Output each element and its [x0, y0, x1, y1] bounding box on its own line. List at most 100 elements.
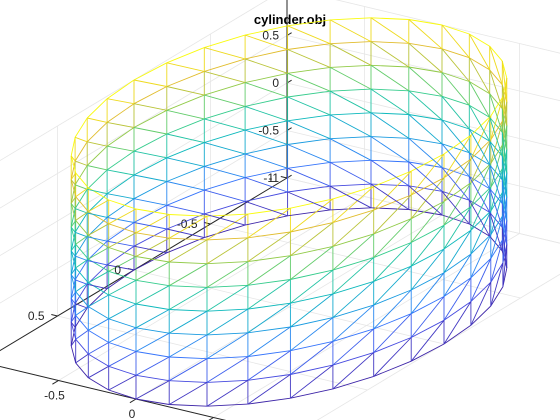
mesh-edge	[489, 69, 503, 109]
mesh-edge	[287, 209, 331, 217]
mesh-edge	[373, 313, 412, 353]
y-tick-mark	[52, 380, 59, 385]
mesh-edge	[87, 117, 108, 123]
mesh-edge	[244, 82, 288, 98]
mesh-edge	[441, 48, 470, 82]
mesh-edge	[329, 138, 372, 161]
mesh-edge	[287, 185, 331, 193]
mesh-edge	[74, 141, 88, 162]
mesh-edge	[441, 190, 470, 201]
mesh-edge	[290, 269, 334, 304]
mesh-edge	[133, 127, 167, 135]
mesh-edge	[135, 356, 170, 376]
mesh-edge	[106, 150, 135, 171]
mesh-edge	[135, 256, 170, 263]
mesh-edge	[108, 279, 137, 296]
mesh-edge	[329, 162, 372, 185]
mesh-edge	[441, 214, 470, 225]
mesh-edge	[373, 265, 412, 306]
mesh-edge	[88, 282, 109, 296]
mesh-edge	[88, 294, 109, 307]
mesh-edge	[408, 114, 443, 145]
mesh-edge	[469, 33, 490, 47]
mesh-edge	[169, 380, 208, 383]
mesh-edge	[332, 281, 374, 318]
mesh-edge	[108, 374, 137, 391]
mesh-edge	[443, 158, 472, 202]
mesh-edge	[108, 351, 137, 367]
mesh-edge	[166, 47, 205, 64]
mesh-edge	[206, 332, 249, 360]
mesh-edge	[469, 57, 490, 71]
mesh-edge	[135, 309, 170, 329]
mesh-edge	[330, 17, 372, 21]
mesh-edge	[501, 132, 508, 174]
mesh-edge	[247, 231, 291, 239]
mesh-edge	[75, 306, 89, 316]
mesh-edge	[408, 42, 443, 50]
mesh-edge	[247, 374, 291, 405]
mesh-edge	[204, 142, 246, 155]
mesh-edge	[135, 332, 170, 352]
grid-line-floor-y	[316, 273, 560, 420]
mesh-edge	[287, 66, 331, 74]
mesh-edge	[470, 210, 492, 255]
mesh-edge	[290, 269, 333, 280]
mesh-edge	[373, 337, 412, 354]
mesh-edge	[206, 308, 249, 336]
mesh-edge	[87, 283, 108, 290]
mesh-edge	[107, 121, 135, 128]
mesh-edge	[410, 296, 445, 338]
mesh-edge	[206, 332, 248, 336]
mesh-edge	[373, 242, 412, 259]
mesh-edge	[370, 159, 409, 163]
tick-layer: -1-0.500.51-1-0.500.51-1-0.500.51	[28, 29, 280, 420]
mesh-edge	[373, 170, 412, 187]
mesh-edge	[247, 231, 291, 262]
mesh-edge	[70, 172, 77, 180]
x-tick-label: -1	[263, 171, 274, 185]
mesh-edge	[206, 213, 248, 217]
mesh-edge	[332, 352, 374, 390]
mesh-edge	[370, 41, 410, 68]
mesh-edge	[168, 263, 208, 287]
mesh-edge	[135, 261, 170, 281]
mesh-edge	[370, 88, 410, 115]
mesh-edge	[470, 139, 492, 183]
mesh-edge	[75, 258, 89, 269]
mesh-edge	[135, 398, 170, 405]
mesh-edge	[502, 149, 508, 192]
mesh-edge	[86, 122, 108, 143]
mesh-edge	[166, 165, 205, 182]
mesh-edge	[247, 302, 291, 334]
mesh-edge	[441, 191, 470, 225]
mesh-edge	[370, 112, 410, 139]
mesh-edge	[332, 209, 374, 224]
mesh-edge	[441, 143, 470, 154]
mesh-edge	[408, 209, 443, 216]
mesh-edge	[290, 364, 333, 375]
mesh-edge	[443, 206, 472, 250]
mesh-edge	[70, 274, 77, 292]
mesh-edge	[75, 187, 89, 198]
mesh-edge	[287, 72, 331, 92]
mesh-edge	[370, 64, 409, 68]
mesh-edge	[287, 138, 331, 145]
mesh-edge	[70, 250, 77, 269]
mesh-edge	[74, 189, 88, 209]
mesh-edge	[244, 58, 288, 74]
mesh-edge	[166, 213, 205, 230]
mesh-edge	[489, 117, 503, 157]
mesh-edge	[501, 61, 508, 102]
mesh-edge	[408, 90, 443, 97]
mesh-edge	[88, 377, 109, 391]
mesh-edge	[108, 247, 137, 257]
mesh-edge	[287, 43, 331, 50]
mesh-edge	[168, 239, 208, 263]
mesh-edge	[107, 264, 135, 271]
mesh-edge	[108, 365, 137, 376]
mesh-edge	[441, 48, 470, 59]
mesh-edge	[88, 199, 109, 212]
mesh-edge	[70, 226, 76, 233]
mesh-edge	[489, 69, 503, 86]
